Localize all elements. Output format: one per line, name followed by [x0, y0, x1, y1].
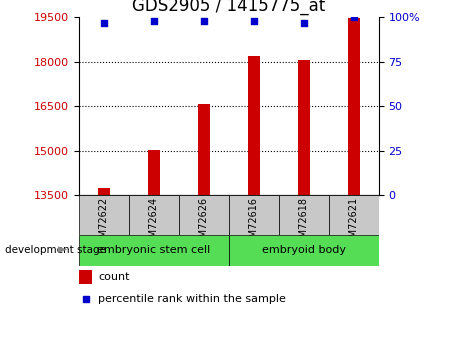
Bar — [229, 195, 279, 235]
Bar — [147, 150, 160, 195]
Bar — [279, 195, 329, 235]
Point — [100, 20, 107, 25]
Point — [82, 296, 89, 302]
Bar — [298, 60, 310, 195]
Point — [300, 20, 308, 25]
Text: embryonic stem cell: embryonic stem cell — [97, 245, 211, 255]
Text: GSM72616: GSM72616 — [249, 197, 259, 250]
Text: embryoid body: embryoid body — [262, 245, 346, 255]
Bar — [129, 195, 179, 235]
Title: GDS2905 / 1415775_at: GDS2905 / 1415775_at — [132, 0, 326, 14]
Text: GSM72618: GSM72618 — [299, 197, 309, 250]
Text: GSM72622: GSM72622 — [99, 197, 109, 250]
Bar — [248, 56, 260, 195]
Bar — [229, 235, 379, 266]
Bar — [179, 195, 229, 235]
Bar — [198, 104, 210, 195]
Bar — [348, 18, 360, 195]
Point — [150, 18, 157, 23]
Point — [350, 14, 358, 20]
Text: ►: ► — [58, 244, 68, 257]
Text: GSM72624: GSM72624 — [149, 197, 159, 250]
Bar — [79, 195, 129, 235]
Text: percentile rank within the sample: percentile rank within the sample — [98, 294, 286, 304]
Point — [250, 18, 258, 23]
Point — [200, 18, 207, 23]
Text: count: count — [98, 272, 130, 282]
Bar — [79, 270, 92, 284]
Bar — [98, 188, 110, 195]
Text: development stage: development stage — [5, 245, 106, 255]
Text: GSM72626: GSM72626 — [199, 197, 209, 250]
Text: GSM72621: GSM72621 — [349, 197, 359, 250]
Bar — [329, 195, 379, 235]
Bar — [79, 235, 229, 266]
